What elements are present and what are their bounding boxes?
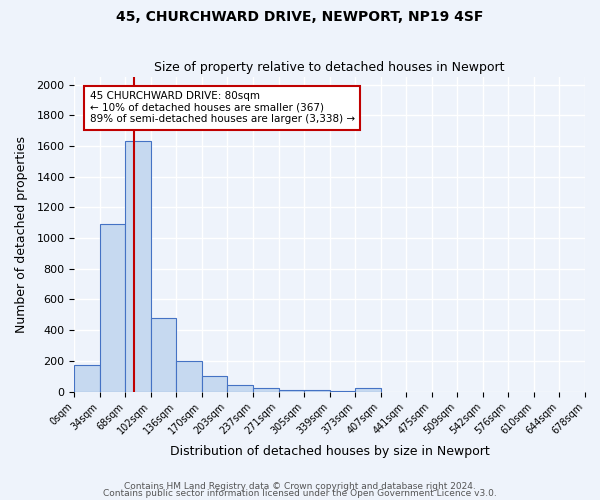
Text: Contains HM Land Registry data © Crown copyright and database right 2024.: Contains HM Land Registry data © Crown c…	[124, 482, 476, 491]
X-axis label: Distribution of detached houses by size in Newport: Distribution of detached houses by size …	[170, 444, 490, 458]
Bar	[151, 318, 176, 392]
Bar	[74, 366, 100, 392]
Y-axis label: Number of detached properties: Number of detached properties	[15, 136, 28, 333]
Bar	[202, 376, 227, 392]
Title: Size of property relative to detached houses in Newport: Size of property relative to detached ho…	[154, 62, 505, 74]
Text: 45 CHURCHWARD DRIVE: 80sqm
← 10% of detached houses are smaller (367)
89% of sem: 45 CHURCHWARD DRIVE: 80sqm ← 10% of deta…	[89, 91, 355, 124]
Bar	[355, 388, 380, 392]
Bar	[125, 142, 151, 392]
Bar	[253, 388, 278, 392]
Bar	[100, 224, 125, 392]
Bar	[278, 390, 304, 392]
Text: Contains public sector information licensed under the Open Government Licence v3: Contains public sector information licen…	[103, 490, 497, 498]
Bar	[329, 391, 355, 392]
Bar	[176, 361, 202, 392]
Bar	[227, 385, 253, 392]
Bar	[304, 390, 329, 392]
Text: 45, CHURCHWARD DRIVE, NEWPORT, NP19 4SF: 45, CHURCHWARD DRIVE, NEWPORT, NP19 4SF	[116, 10, 484, 24]
